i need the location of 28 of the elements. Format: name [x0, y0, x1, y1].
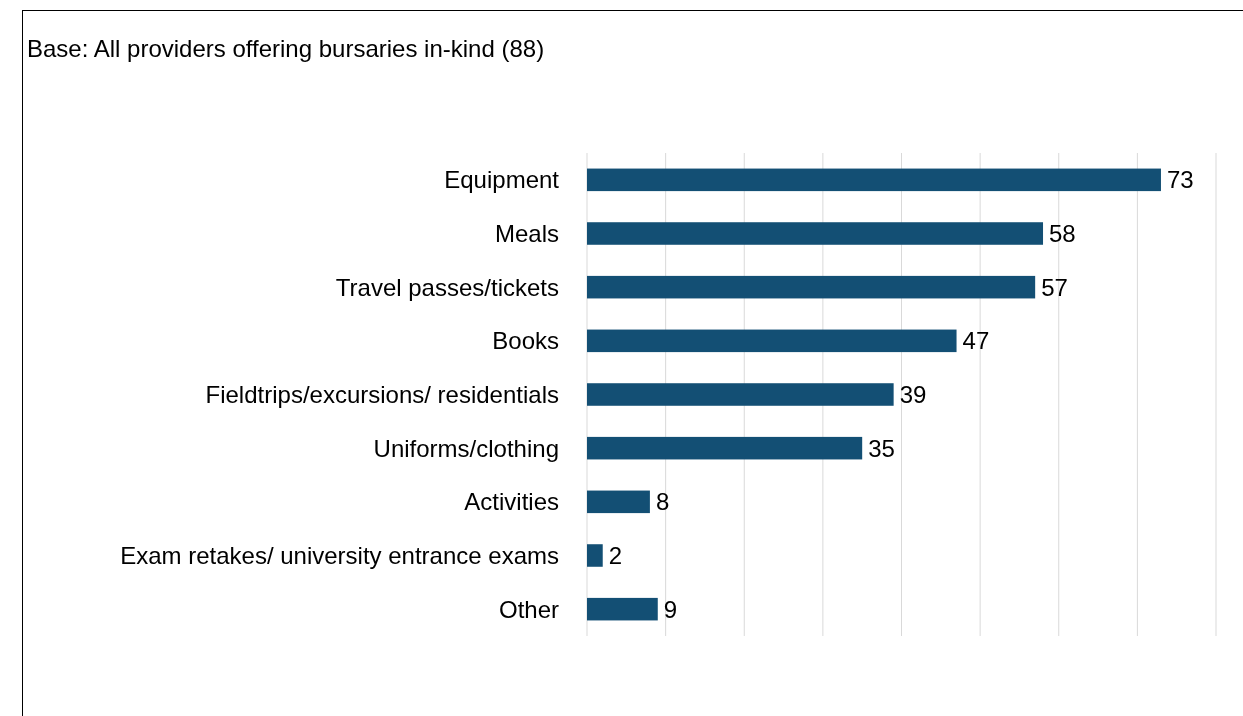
y-tick-label: Fieldtrips/excursions/ residentials	[205, 380, 559, 408]
data-label: 2	[608, 541, 623, 569]
y-tick-label: Equipment	[444, 166, 560, 194]
y-tick-label: Activities	[464, 488, 559, 516]
y-tick-label: Books	[492, 327, 559, 355]
y-tick-label: Uniforms/clothing	[373, 434, 559, 462]
y-tick-label: Meals	[494, 219, 559, 247]
bar	[587, 329, 957, 353]
data-label: 58	[1049, 219, 1076, 247]
y-tick-label: Travel passes/tickets	[335, 273, 559, 301]
bar	[587, 436, 863, 460]
bar	[587, 383, 894, 406]
bar	[587, 597, 658, 621]
data-label: 57	[1041, 273, 1068, 301]
bar	[587, 275, 1036, 299]
bar	[587, 490, 650, 514]
data-label: 8	[655, 488, 670, 516]
bar	[587, 544, 603, 567]
y-tick-label: Exam retakes/ university entrance exams	[120, 541, 559, 569]
data-label: 47	[962, 327, 990, 355]
data-label: 9	[663, 595, 678, 623]
data-label: 35	[868, 434, 895, 462]
bar	[587, 168, 1161, 192]
y-tick-label: Other	[498, 595, 559, 623]
text: Base: All providers offering bursaries in-kind (88)	[27, 35, 545, 62]
bar	[587, 222, 1044, 245]
data-label: 39	[899, 380, 927, 408]
data-label: 73	[1166, 166, 1194, 194]
